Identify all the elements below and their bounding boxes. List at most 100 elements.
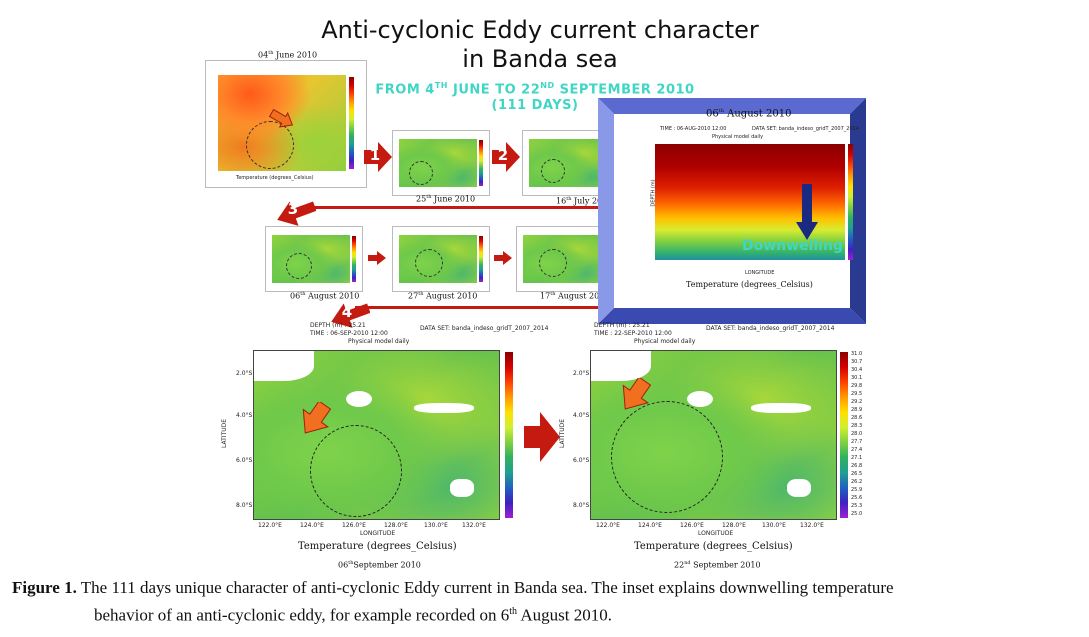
colorbar-tick-label: 26.5 [851,471,863,477]
colorbar-tick-label: 25.0 [851,511,863,517]
colorbar-tick-label: 27.7 [851,439,863,445]
caption-label: Figure 1. [12,578,77,597]
big-right-lon-5: 130.0°E [762,522,786,529]
big-left-land-nw [254,351,314,381]
connector-line-3 [300,206,600,209]
big-left-island-2 [414,403,474,413]
step-1-arrow-icon [364,142,392,172]
panel-1-temp-label: Temperature (degrees_Celsius) [236,175,314,181]
big-right-model: Physical model daily [634,338,696,345]
big-right-island-3 [787,479,811,497]
big-right-lat-2: 4.0°S [573,412,590,419]
panel-4-sst [272,235,350,283]
big-right-ylabel: LATITUDE [559,418,567,449]
big-left-island-1 [346,391,372,407]
panel-4-eddy-circle [286,253,312,279]
panel-3-sst [529,139,607,187]
panel-2-date: 25th June 2010 [416,194,476,204]
big-left-lon-6: 132.0°E [462,522,486,529]
inset-dataset: DATA SET: banda_indeso_gridT_2007_2014 [752,126,859,132]
panel-1-eddy-circle [246,121,294,169]
panel-2-eddy-circle [409,161,433,185]
big-left-lon-3: 126.0°E [342,522,366,529]
panel-3-date: 16th July 2010 [556,196,613,206]
inset-date: 06th August 2010 [706,108,792,120]
title-line-1: Anti-cyclonic Eddy current character [321,16,759,44]
big-left-lat-1: 2.0°S [236,370,253,377]
step-3-arrow-icon [277,201,316,226]
step-4-arrow-icon [331,303,370,328]
title-line-2: in Banda sea [462,45,618,73]
big-left-island-3 [450,479,474,497]
big-right-date: 22nd September 2010 [674,560,761,570]
inset-time: TIME : 06-AUG-2010 12:00 [660,126,727,132]
big-left-model: Physical model daily [348,338,410,345]
panel-6-eddy-circle [539,249,567,277]
big-left-eddy-arrow-icon [302,402,332,434]
big-left-map [253,350,500,520]
big-right-depth: DEPTH (m) : 25.21 [594,322,650,329]
big-right-lat-4: 8.0°S [573,502,590,509]
colorbar-tick-label: 28.3 [851,423,863,429]
big-left-lat-4: 8.0°S [236,502,253,509]
panel-2-map [392,130,490,196]
panel-6-date: 17th August 2010 [540,291,610,301]
colorbar-tick-label: 28.6 [851,415,863,421]
caption-text-2: behavior of an anti-cyclonic eddy, for e… [94,605,510,625]
panel-1-date: 04th June 2010 [258,50,318,60]
panel-4-map [265,226,363,292]
panel-5-date: 27th August 2010 [408,291,478,301]
small-arrow-b-icon [494,251,512,265]
panel-1-colorbar [349,77,354,169]
big-left-ylabel: LATITUDE [221,418,229,449]
colorbar-tick-label: 29.8 [851,383,863,389]
colorbar-tick-label: 29.5 [851,391,863,397]
colorbar-tick-label: 27.1 [851,455,863,461]
colorbar-tick-label: 25.3 [851,503,863,509]
big-left-depth: DEPTH (m) : 25.21 [310,322,366,329]
panel-3-eddy-circle [541,159,565,183]
colorbar-tick-label: 26.2 [851,479,863,485]
panel-5-eddy-circle [415,249,443,277]
big-left-colorbar [505,352,513,518]
figure-title: Anti-cyclonic Eddy current character in … [250,16,830,74]
colorbar-tick-label: 25.6 [851,495,863,501]
big-right-lon-4: 128.0°E [722,522,746,529]
caption-text-3: August 2010. [517,605,612,625]
big-right-eddy-arrow-icon [622,378,652,410]
colorbar-tick-label: 30.4 [851,367,863,373]
big-left-xlabel: LONGITUDE [360,530,396,537]
big-right-dataset: DATA SET: banda_indeso_gridT_2007_2014 [706,325,835,332]
step-2-arrow-icon [492,142,520,172]
big-right-lon-6: 132.0°E [800,522,824,529]
big-right-lon-2: 124.0°E [638,522,662,529]
inset-temp-label: Temperature (degrees_Celsius) [686,280,813,289]
colorbar-tick-label: 27.4 [851,447,863,453]
big-right-eddy-circle [611,401,723,513]
big-left-eddy-circle [310,425,402,517]
big-left-lat-3: 6.0°S [236,457,253,464]
panel-1-map: Temperature (degrees_Celsius) [205,60,367,188]
panel-5-colorbar [479,236,483,282]
colorbar-ticks: 31.0 30.7 30.4 30.1 29.8 29.5 29.2 28.9 28.6 28.3… [851,351,881,519]
colorbar-tick-label: 28.9 [851,407,863,413]
big-left-lon-5: 130.0°E [424,522,448,529]
figure-caption: Figure 1. The 111 days unique character … [12,576,1087,628]
big-right-temp-label: Temperature (degrees_Celsius) [634,541,793,552]
inset-xlabel: LONGITUDE [745,270,775,276]
step-1-number: 1 [369,146,381,164]
colorbar-tick-label: 26.8 [851,463,863,469]
subtitle-from: FROM 4 [375,82,435,98]
big-right-map [590,350,837,520]
big-left-lon-4: 128.0°E [384,522,408,529]
big-right-land-nw [591,351,651,381]
colorbar-tick-label: 31.0 [851,351,863,357]
big-left-date: 06thSeptember 2010 [338,560,421,570]
panel-4-date: 06th August 2010 [290,291,360,301]
panel-4-colorbar [352,236,356,282]
big-left-lon-1: 122.0°E [258,522,282,529]
big-left-time: TIME : 06-SEP-2010 12:00 [310,330,388,337]
caption-text-1: The 111 days unique character of anti-cy… [76,578,894,597]
big-left-lon-2: 124.0°E [300,522,324,529]
colorbar-tick-label: 28.0 [851,431,863,437]
